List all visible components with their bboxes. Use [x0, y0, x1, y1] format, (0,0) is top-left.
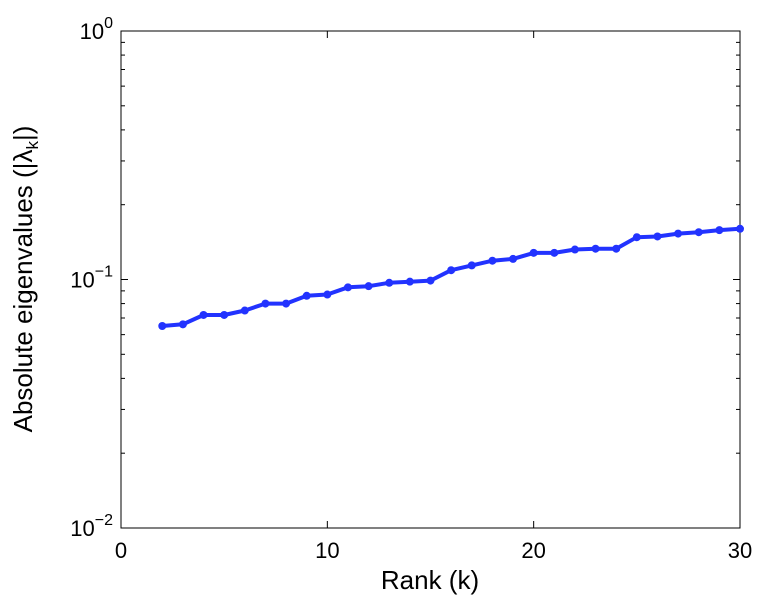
x-tick-label: 20	[521, 538, 545, 563]
data-point	[632, 233, 641, 242]
y-tick-label: 10−1	[70, 264, 113, 293]
data-point	[282, 299, 291, 308]
x-tick-label: 10	[315, 538, 339, 563]
data-point	[302, 291, 311, 300]
x-axis-title: Rank (k)	[381, 565, 479, 595]
y-axis-title-subscript: k	[23, 141, 42, 150]
data-point	[220, 310, 229, 319]
y-tick-labels: 100 10−1 10−2	[70, 15, 113, 541]
data-point	[323, 290, 332, 299]
axis-ticks	[120, 30, 741, 529]
data-point	[405, 277, 414, 286]
data-point	[261, 299, 270, 308]
data-point	[178, 320, 187, 329]
data-point	[694, 228, 703, 237]
data-point	[591, 244, 600, 253]
data-point	[158, 321, 167, 330]
y-axis-title-symbol: λ	[8, 150, 38, 163]
data-point	[736, 224, 744, 233]
data-point	[364, 282, 373, 291]
data-point	[570, 245, 579, 254]
y-axis-title-suffix: |)	[8, 126, 38, 141]
data-point	[343, 283, 352, 292]
data-point	[653, 232, 662, 241]
data-point	[467, 261, 476, 270]
data-point	[240, 306, 249, 315]
data-point	[199, 310, 208, 319]
data-point	[385, 278, 394, 287]
y-axis-title: Absolute eigenvalues (|λk|)	[8, 126, 42, 433]
data-point	[674, 229, 683, 238]
data-point	[509, 254, 518, 263]
x-tick-label: 0	[115, 538, 127, 563]
data-point	[447, 266, 456, 275]
y-axis-title-prefix: Absolute eigenvalues (|	[8, 163, 38, 433]
data-point	[426, 276, 435, 285]
data-point	[612, 244, 621, 253]
x-tick-label: 30	[728, 538, 752, 563]
data-point	[488, 256, 497, 265]
data-point	[529, 248, 538, 257]
data-point	[550, 248, 559, 257]
y-tick-label: 10−2	[70, 512, 113, 541]
y-tick-label: 100	[80, 15, 113, 44]
x-tick-labels: 0 10 20 30	[115, 538, 752, 563]
data-point	[715, 226, 724, 235]
series-layer	[158, 224, 744, 330]
